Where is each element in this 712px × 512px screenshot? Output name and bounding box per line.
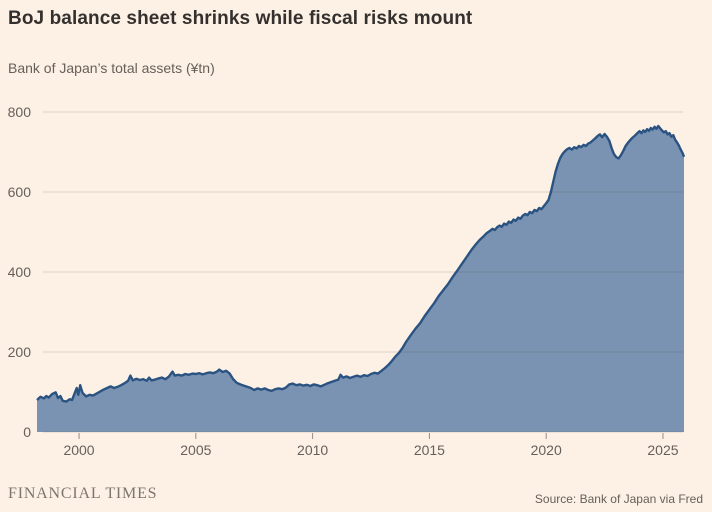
series-line: [36, 124, 686, 403]
x-axis-label-2000: 2000: [63, 442, 94, 458]
source-credit: Source: Bank of Japan via Fred: [534, 492, 703, 506]
area-series-fill: [37, 126, 684, 432]
chart-title: BoJ balance sheet shrinks while fiscal r…: [8, 8, 473, 29]
x-axis-label-2020: 2020: [531, 442, 562, 458]
financial-times-logo: FINANCIAL TIMES: [8, 485, 158, 502]
y-axis-label-0: 0: [23, 424, 31, 440]
x-axis-label-2005: 2005: [180, 442, 211, 458]
x-axis-label-2015: 2015: [414, 442, 445, 458]
y-axis-label-600: 600: [8, 184, 32, 200]
x-axis-label-2025: 2025: [647, 442, 678, 458]
chart-subtitle: Bank of Japan’s total assets (¥tn): [8, 60, 215, 76]
x-axis-label-2010: 2010: [297, 442, 328, 458]
y-axis-label-800: 800: [8, 104, 32, 120]
y-axis-label-400: 400: [8, 264, 32, 280]
y-axis-label-200: 200: [8, 344, 32, 360]
